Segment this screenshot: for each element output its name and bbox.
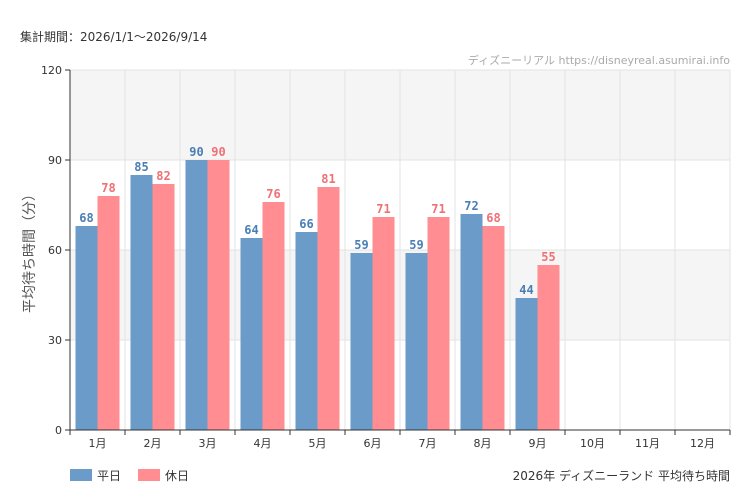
axes — [65, 69, 731, 435]
weekday-data-label: 59 — [409, 238, 423, 252]
weekday-data-label: 85 — [134, 160, 148, 174]
holiday-data-label: 81 — [321, 172, 335, 186]
footer-title: 2026年 ディズニーランド 平均待ち時間 — [513, 468, 730, 483]
holiday-data-label: 71 — [376, 202, 390, 216]
weekday-bar — [460, 214, 483, 430]
x-tick-label: 10月 — [580, 437, 605, 450]
holiday-bar — [317, 187, 340, 430]
holiday-data-label: 68 — [486, 211, 500, 225]
holiday-data-label: 71 — [431, 202, 445, 216]
y-tick-label: 90 — [48, 154, 62, 167]
weekday-data-label: 44 — [519, 283, 533, 297]
weekday-bar — [350, 253, 373, 430]
holiday-legend-label: 休日 — [165, 469, 189, 483]
holiday-data-label: 90 — [211, 145, 225, 159]
holiday-data-label: 82 — [156, 169, 170, 183]
holiday-bar — [207, 160, 230, 430]
x-tick-label: 6月 — [364, 437, 382, 450]
weekday-legend-swatch — [70, 469, 92, 481]
bars — [75, 160, 560, 430]
weekday-bar — [405, 253, 428, 430]
holiday-data-label: 78 — [101, 181, 115, 195]
holiday-bar — [262, 202, 285, 430]
weekday-bar — [240, 238, 263, 430]
period-label: 集計期間：2026/1/1〜2026/9/14 — [20, 30, 208, 44]
holiday-bar — [537, 265, 560, 430]
weekday-data-label: 66 — [299, 217, 313, 231]
weekday-data-label: 90 — [189, 145, 203, 159]
data-labels: 68 85 90 64 66 59 59 72 44 78 82 90 76 81 71 71 68 55 — [79, 145, 555, 297]
x-tick-label: 9月 — [529, 437, 547, 450]
weekday-data-label: 68 — [79, 211, 93, 225]
holiday-bar — [427, 217, 450, 430]
x-tick-label: 8月 — [474, 437, 492, 450]
x-tick-label: 11月 — [635, 437, 660, 450]
x-tick-labels: 1月 2月 3月 4月 5月 6月 7月 8月 9月 10月 11月 12月 — [89, 437, 716, 450]
y-axis-label: 平均待ち時間（分） — [22, 187, 38, 313]
x-tick-label: 5月 — [309, 437, 327, 450]
holiday-bar — [482, 226, 505, 430]
weekday-data-label: 59 — [354, 238, 368, 252]
weekday-legend-label: 平日 — [97, 469, 121, 483]
holiday-data-label: 76 — [266, 187, 280, 201]
y-tick-label: 0 — [55, 424, 62, 437]
x-tick-label: 12月 — [690, 437, 715, 450]
y-tick-label: 30 — [48, 334, 62, 347]
holiday-legend-swatch — [138, 469, 160, 481]
credit-text: ディズニーリアル https://disneyreal.asumirai.inf… — [468, 53, 730, 67]
gridlines — [70, 69, 731, 430]
x-tick-label: 7月 — [419, 437, 437, 450]
weekday-bar — [130, 175, 153, 430]
weekday-bar — [185, 160, 208, 430]
weekday-bar — [295, 232, 318, 430]
y-tick-labels: 0 30 60 90 120 — [41, 64, 62, 437]
x-tick-label: 2月 — [144, 437, 162, 450]
weekday-data-label: 64 — [244, 223, 258, 237]
legend: 平日 休日 — [70, 469, 189, 483]
y-tick-label: 120 — [41, 64, 62, 77]
holiday-bar — [97, 196, 120, 430]
holiday-data-label: 55 — [541, 250, 555, 264]
holiday-bar — [152, 184, 175, 430]
weekday-bar — [75, 226, 98, 430]
x-tick-label: 4月 — [254, 437, 272, 450]
weekday-data-label: 72 — [464, 199, 478, 213]
x-tick-label: 3月 — [199, 437, 217, 450]
holiday-bar — [372, 217, 395, 430]
x-tick-label: 1月 — [89, 437, 107, 450]
y-tick-label: 60 — [48, 244, 62, 257]
weekday-bar — [515, 298, 538, 430]
